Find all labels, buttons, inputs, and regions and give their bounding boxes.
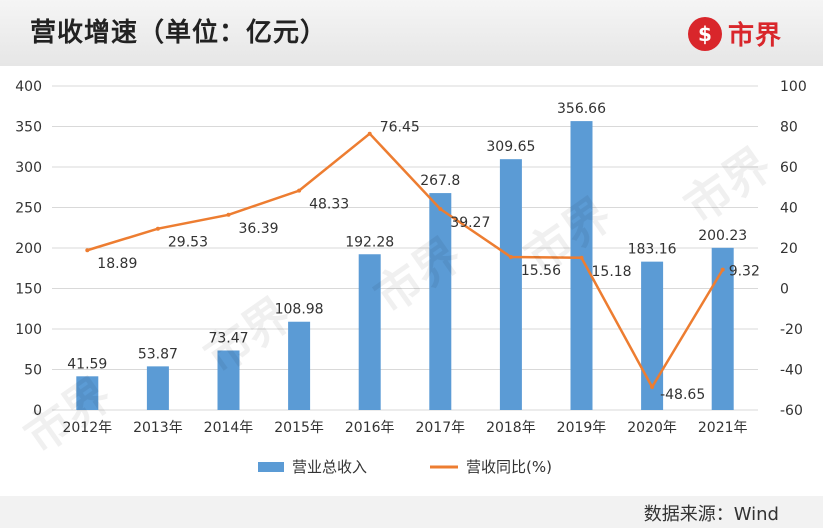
- y-left-tick-label: 0: [33, 403, 42, 419]
- y-right-tick-label: 60: [780, 160, 798, 176]
- y-left-tick-label: 350: [15, 120, 42, 136]
- legend-label: 营收同比(%): [466, 458, 552, 476]
- line-data-label: 9.32: [729, 264, 760, 280]
- line-point: [367, 131, 372, 136]
- logo-text: 市界: [728, 21, 783, 51]
- y-right-tick-label: 80: [780, 120, 798, 136]
- bar-data-label: 108.98: [275, 302, 324, 318]
- y-left-tick-label: 100: [15, 322, 42, 338]
- line-point: [579, 255, 584, 260]
- y-right-tick-label: 0: [780, 282, 789, 298]
- line-point: [297, 188, 302, 193]
- line-data-label: 15.18: [592, 264, 632, 280]
- bar-data-label: 309.65: [486, 139, 535, 155]
- bar: [358, 254, 381, 410]
- growth-line: [86, 131, 724, 390]
- y-right-tick-label: -60: [780, 403, 803, 419]
- x-tick-label: 2015年: [274, 420, 324, 436]
- y-left-tick-label: 250: [15, 201, 42, 217]
- x-tick-label: 2021年: [698, 420, 748, 436]
- y-left-tick-label: 50: [24, 363, 42, 379]
- data-source: 数据来源：Wind: [643, 504, 779, 525]
- y-left-tick-label: 400: [15, 79, 42, 95]
- page-title: 营收增速（单位：亿元）: [30, 18, 328, 48]
- bar-data-label: 356.66: [557, 101, 606, 117]
- y-left-tick-label: 200: [15, 241, 42, 257]
- line-point: [155, 226, 160, 231]
- y-right-tick-label: 40: [780, 201, 798, 217]
- bar: [217, 350, 240, 410]
- bar: [76, 376, 99, 410]
- bar: [641, 261, 664, 410]
- line-data-label: 39.27: [450, 215, 490, 231]
- x-tick-label: 2014年: [204, 420, 254, 436]
- line-point: [650, 385, 655, 390]
- line-data-label: 18.89: [97, 256, 137, 272]
- bar: [146, 366, 169, 410]
- bar-data-label: 41.59: [67, 356, 107, 372]
- x-tick-label: 2020年: [627, 420, 677, 436]
- line-data-label: 76.45: [380, 120, 420, 136]
- legend-label: 营业总收入: [292, 458, 367, 476]
- y-right-tick-label: 100: [780, 79, 807, 95]
- bar-data-label: 267.8: [420, 173, 460, 189]
- line-data-label: 15.56: [521, 263, 561, 279]
- y-right-tick-label: -40: [780, 363, 803, 379]
- header-bar: 营收增速（单位：亿元） $ 市界: [0, 0, 823, 66]
- x-tick-label: 2016年: [345, 420, 395, 436]
- logo-icon: $: [688, 16, 722, 51]
- revenue-growth-chart: 0 50 100 150 200 250 300 350 400 -60 -40 -20 0 20 40 60…: [15, 79, 807, 476]
- legend-swatch-bar: [258, 462, 284, 472]
- bar-data-label: 53.87: [138, 346, 178, 362]
- x-tick-label: 2012年: [62, 420, 112, 436]
- bar-data-label: 192.28: [345, 234, 394, 250]
- bar: [429, 193, 452, 410]
- line-data-label: 48.33: [309, 197, 349, 213]
- y-left-tick-label: 150: [15, 282, 42, 298]
- x-tick-label: 2013年: [133, 420, 183, 436]
- line-point: [226, 212, 231, 217]
- bar-data-label: 73.47: [208, 330, 248, 346]
- logo: $ 市界: [688, 15, 782, 52]
- bar: [499, 159, 522, 410]
- line-point: [85, 248, 90, 253]
- bar-data-label: 183.16: [628, 242, 677, 258]
- y-right-tick-label: -20: [780, 322, 803, 338]
- line-data-label: 29.53: [168, 235, 208, 251]
- bar: [711, 247, 734, 410]
- x-tick-label: 2018年: [486, 420, 536, 436]
- y-left-tick-label: 300: [15, 160, 42, 176]
- bar: [288, 321, 311, 410]
- footer-bar: 数据来源：Wind: [0, 496, 823, 528]
- y-right-tick-label: 20: [780, 241, 798, 257]
- line-data-label: -48.65: [660, 387, 705, 403]
- line-data-label: 36.39: [239, 221, 279, 237]
- bar: [570, 121, 593, 410]
- line-point: [720, 267, 725, 272]
- line-point: [508, 254, 513, 259]
- x-tick-label: 2017年: [415, 420, 465, 436]
- line-point: [438, 206, 443, 211]
- bar-data-label: 200.23: [698, 228, 747, 244]
- x-tick-label: 2019年: [557, 420, 607, 436]
